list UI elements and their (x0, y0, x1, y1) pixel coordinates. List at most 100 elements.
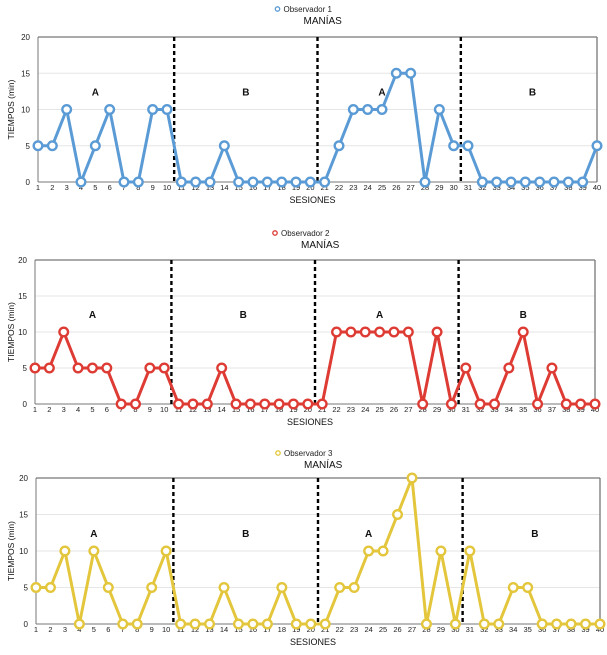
data-point (448, 140, 460, 152)
x-tick-label: 26 (392, 183, 400, 192)
data-point (478, 618, 490, 630)
y-tick-label: 5 (26, 142, 31, 151)
data-point (117, 618, 129, 630)
phase-label: B (529, 87, 536, 98)
x-tick-label: 26 (390, 405, 398, 414)
legend-marker (275, 450, 281, 456)
x-tick-label: 23 (347, 405, 355, 414)
data-point (118, 176, 130, 188)
x-tick-label: 31 (464, 183, 472, 192)
x-tick-label: 23 (349, 183, 357, 192)
chart-3: Observador 3MANÍAS0510152012345678910111… (6, 449, 606, 647)
data-point (175, 618, 187, 630)
x-tick-label: 2 (48, 625, 52, 634)
x-tick-label: 35 (524, 625, 532, 634)
phase-label: B (520, 310, 527, 321)
data-point (474, 398, 486, 410)
data-point (189, 618, 201, 630)
data-point (204, 176, 216, 188)
x-tick-label: 14 (220, 625, 228, 634)
y-tick-label: 5 (24, 584, 29, 593)
data-point (290, 176, 302, 188)
y-tick-label: 0 (26, 178, 31, 187)
y-axis-label: TIEMPOS (min) (6, 79, 16, 139)
x-tick-label: 24 (363, 183, 371, 192)
x-tick-label: 10 (163, 183, 171, 192)
data-point (334, 582, 346, 594)
data-point (402, 326, 414, 338)
data-point (546, 362, 558, 374)
data-point (204, 618, 216, 630)
y-tick-label: 10 (18, 328, 27, 337)
data-point (247, 176, 259, 188)
data-point (43, 362, 55, 374)
y-tick-label: 0 (24, 620, 29, 629)
data-point (218, 582, 230, 594)
x-tick-label: 29 (437, 625, 445, 634)
x-tick-label: 5 (90, 405, 94, 414)
data-point (44, 582, 56, 594)
y-tick-label: 15 (21, 69, 30, 78)
data-point (560, 398, 572, 410)
data-point (102, 582, 114, 594)
data-point (175, 176, 187, 188)
x-tick-label: 1 (34, 625, 38, 634)
data-point (488, 398, 500, 410)
x-tick-label: 24 (364, 625, 372, 634)
data-point (363, 545, 375, 557)
x-tick-label: 25 (375, 405, 383, 414)
x-tick-label: 23 (350, 625, 358, 634)
x-tick-label: 30 (449, 183, 457, 192)
x-tick-label: 24 (361, 405, 369, 414)
phase-label: A (365, 529, 372, 540)
data-point (388, 326, 400, 338)
data-point (29, 362, 41, 374)
x-tick-label: 5 (93, 183, 97, 192)
x-tick-label: 2 (47, 405, 51, 414)
data-point (507, 582, 519, 594)
data-point (58, 326, 70, 338)
x-tick-label: 27 (404, 405, 412, 414)
data-point (233, 176, 245, 188)
data-point (261, 618, 273, 630)
data-point (491, 176, 503, 188)
y-tick-label: 10 (21, 106, 30, 115)
data-point (230, 398, 242, 410)
data-point (548, 176, 560, 188)
data-point (591, 140, 603, 152)
x-tick-label: 3 (63, 625, 67, 634)
x-tick-label: 31 (466, 625, 474, 634)
data-point (392, 509, 404, 521)
data-point (161, 103, 173, 115)
chart-title: MANÍAS (304, 458, 343, 471)
data-point (522, 582, 534, 594)
data-point (376, 103, 388, 115)
data-point (104, 103, 116, 115)
y-tick-label: 5 (23, 364, 28, 373)
data-point (462, 140, 474, 152)
y-tick-label: 15 (18, 292, 27, 301)
data-point (580, 618, 592, 630)
x-tick-label: 37 (548, 405, 556, 414)
x-tick-label: 4 (76, 405, 80, 414)
data-point (244, 398, 256, 410)
data-point (115, 398, 127, 410)
data-point (551, 618, 563, 630)
x-tick-label: 10 (162, 625, 170, 634)
data-point (594, 618, 606, 630)
data-point (61, 103, 73, 115)
x-tick-label: 9 (150, 625, 154, 634)
y-tick-label: 20 (18, 256, 27, 265)
data-point (333, 140, 345, 152)
y-axis-label: TIEMPOS (min) (6, 302, 16, 362)
x-tick-label: 27 (406, 183, 414, 192)
data-point (345, 326, 357, 338)
chart-title: MANÍAS (304, 14, 343, 27)
data-point (216, 362, 228, 374)
data-point (146, 582, 158, 594)
data-point (59, 545, 71, 557)
data-point (562, 176, 574, 188)
data-point (131, 618, 143, 630)
x-tick-label: 40 (593, 183, 601, 192)
